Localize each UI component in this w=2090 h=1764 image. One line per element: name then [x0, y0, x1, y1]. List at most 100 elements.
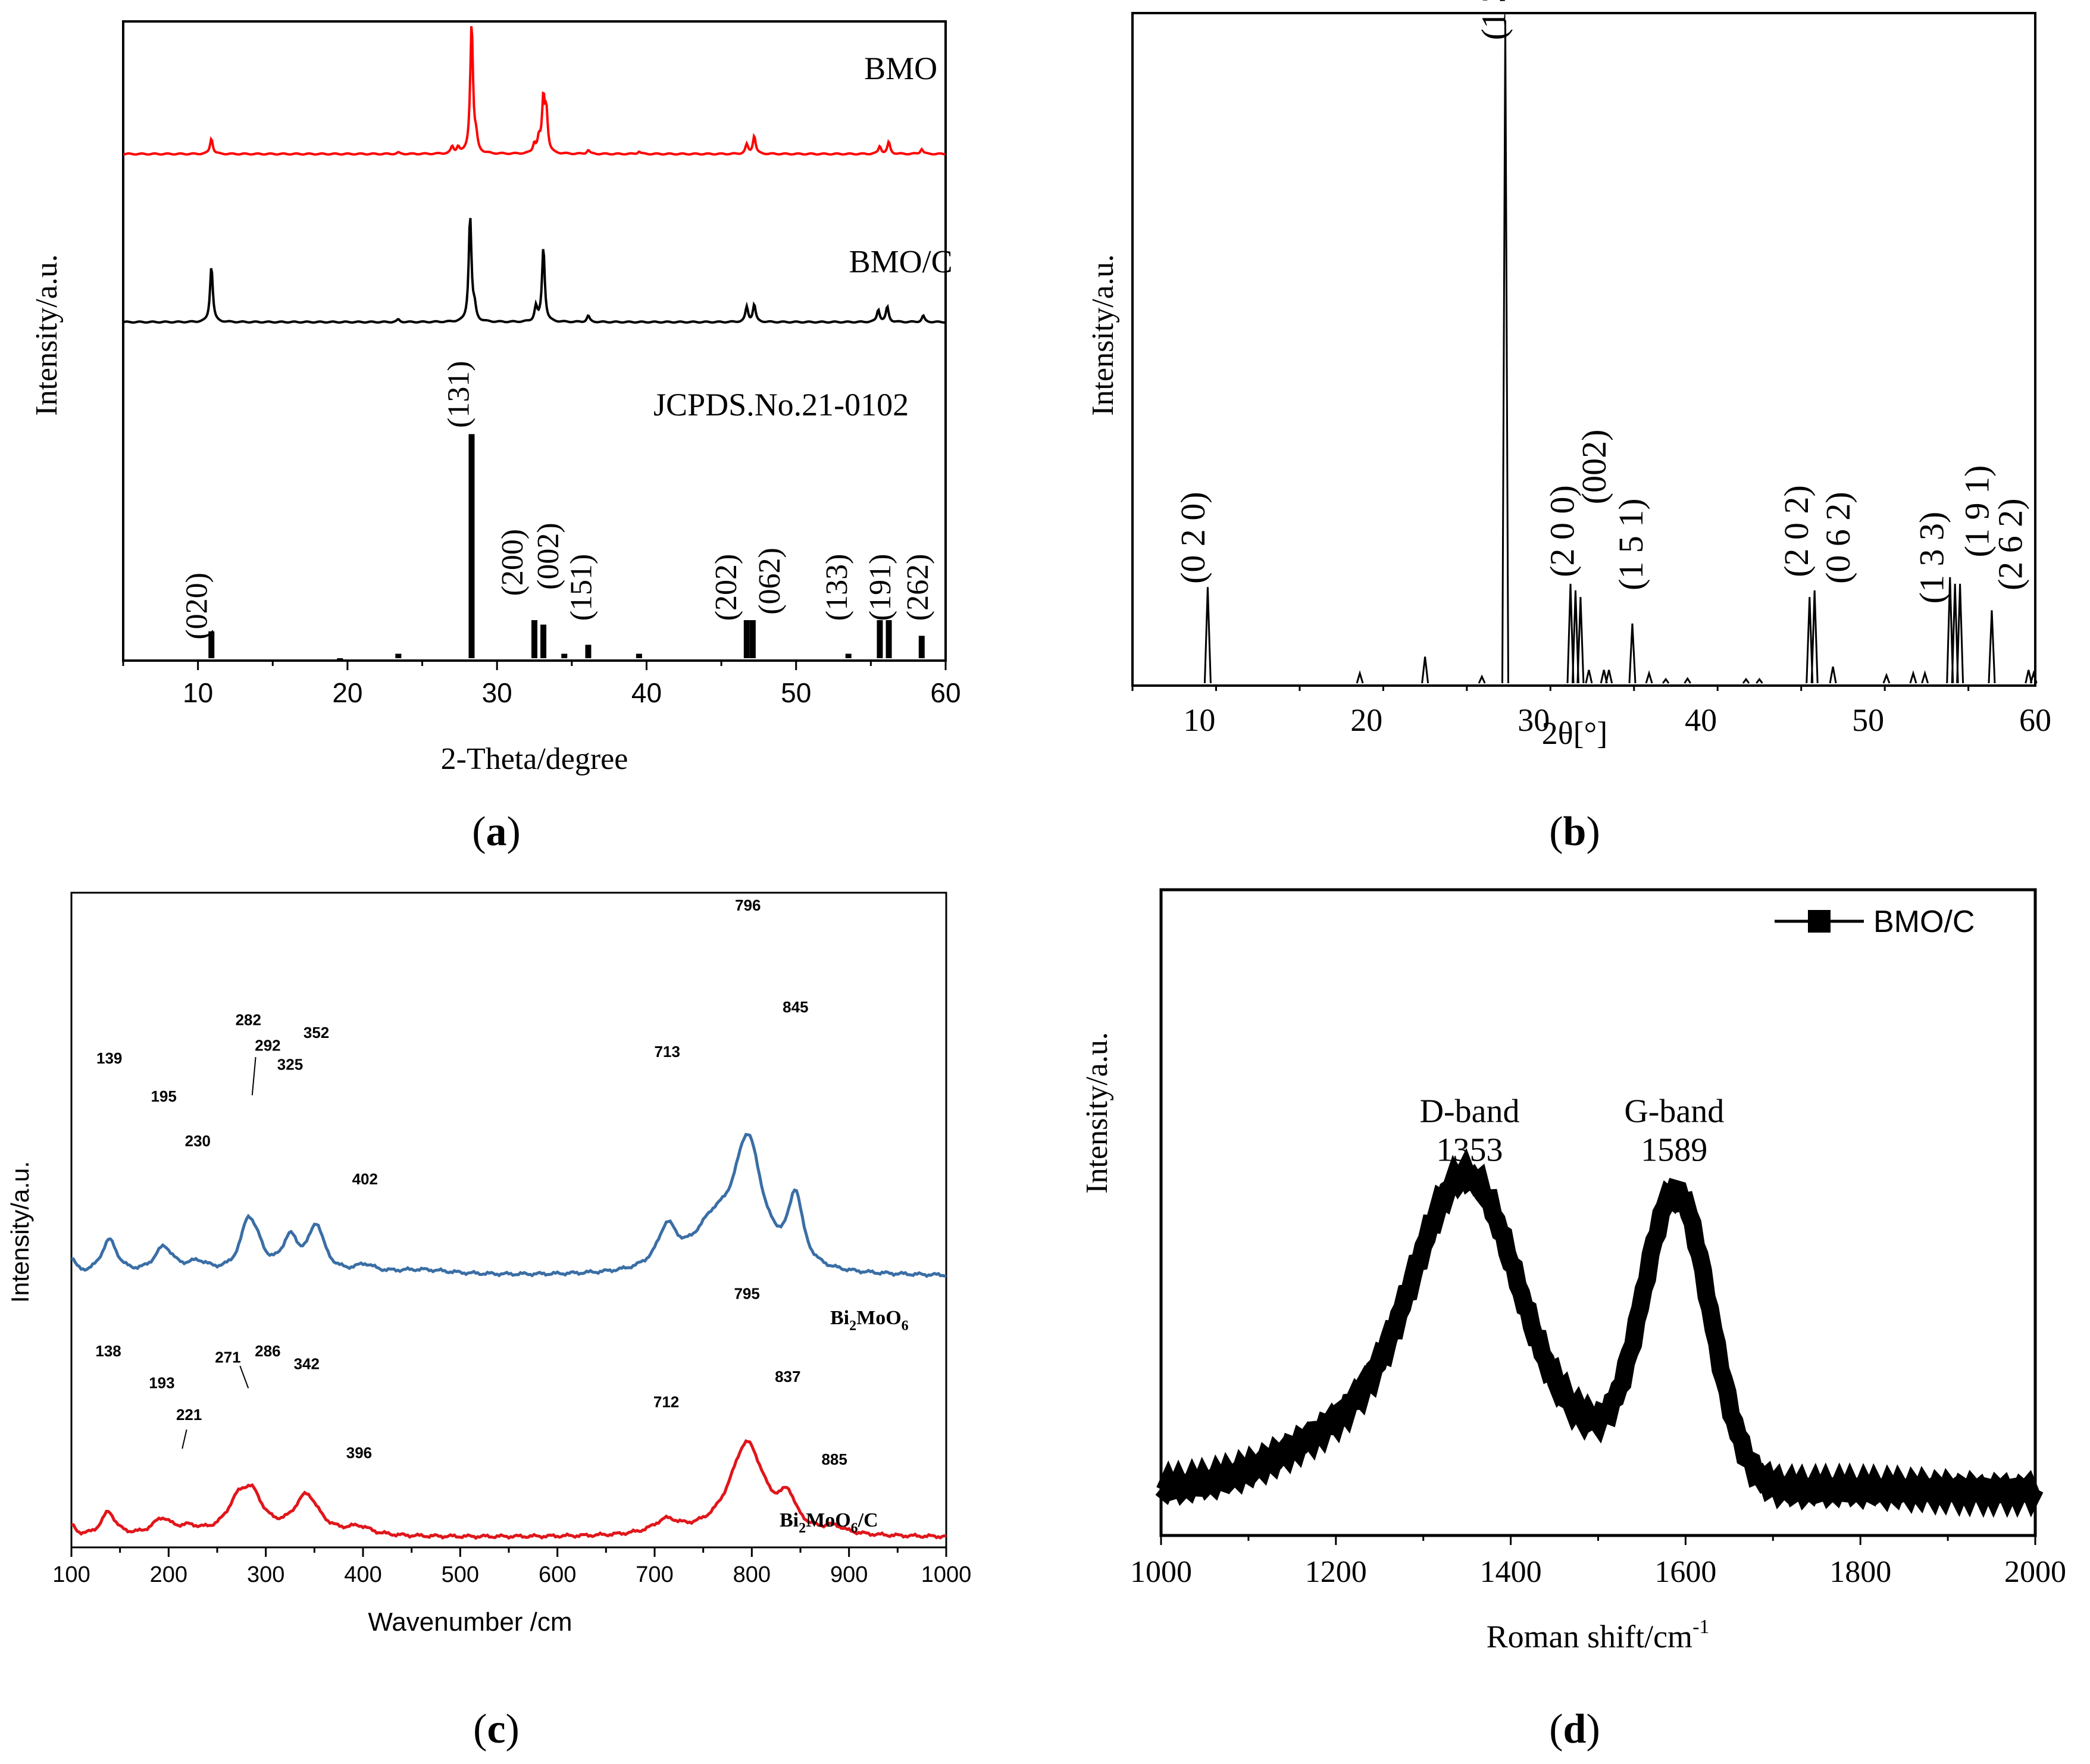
band-annotation: G-band	[1624, 1093, 1724, 1130]
annotation-leader	[251, 1057, 256, 1096]
reference-peak	[1356, 670, 1364, 684]
reference-peak	[1203, 587, 1212, 684]
hkl-annotation: (0 2 0)	[1174, 492, 1212, 584]
peak-annotation: 795	[734, 1285, 759, 1303]
peak-annotation: 712	[653, 1393, 679, 1411]
panel-c-plot-area: Bi2MoO6Bi2MoO6/C139195230282292325352402…	[71, 896, 947, 1540]
x-tick-label: 200	[150, 1562, 187, 1587]
reference-peak	[1566, 583, 1575, 684]
panel-b-plot-frame	[1131, 12, 2036, 687]
panel-d-x-axis: 1000 1200 1400 1600 1800 2000	[1130, 1535, 2066, 1589]
reference-peak	[1742, 677, 1750, 684]
x-tick-label: 1000	[921, 1562, 972, 1587]
series-label-part: 2	[849, 1318, 856, 1334]
raman-series-bi2moo6-c	[71, 1439, 946, 1540]
reference-line	[531, 620, 537, 658]
band-annotation: D-band	[1420, 1093, 1520, 1130]
panel-b-x-axis-label: 2θ[°]	[1542, 715, 1607, 751]
reference-peak	[1571, 590, 1579, 684]
annotation-leader	[239, 1365, 249, 1388]
peak-annotation: 713	[655, 1043, 680, 1061]
panel-a-x-axis: 10 20 30 40 50 60	[122, 661, 961, 708]
reference-peak	[1988, 610, 1996, 684]
reference-line	[208, 631, 215, 658]
hkl-annotation: (1 5 1)	[1612, 498, 1650, 590]
panel-c-x-axis-label: Wavenumber /cm	[368, 1607, 572, 1637]
peak-annotation: 325	[277, 1056, 303, 1074]
x-tick-label: 50	[1852, 702, 1884, 738]
series-label: JCPDS.No.21-0102	[653, 387, 909, 423]
raman-series-bi2moo6	[71, 1133, 947, 1278]
panel-c-caption: (c)	[473, 1706, 520, 1752]
reference-line	[468, 434, 475, 658]
legend-square-marker	[1808, 910, 1831, 933]
annotation-leader	[182, 1429, 187, 1449]
x-tick-label: 40	[631, 677, 662, 708]
reference-peak	[1585, 670, 1593, 684]
peak-annotation: 195	[151, 1087, 176, 1105]
reference-peak	[1576, 597, 1585, 684]
reference-line	[918, 636, 925, 658]
reference-peak	[1951, 583, 1959, 684]
peak-annotation: 139	[96, 1049, 122, 1067]
series-line-bmo	[123, 26, 946, 156]
hkl-annotation: (062)	[753, 548, 787, 615]
panel-d-caption: (d)	[1549, 1706, 1600, 1752]
x-tick-label: 500	[442, 1562, 479, 1587]
panel-b-caption: (b)	[1549, 809, 1600, 855]
hkl-annotation: (002)	[1575, 430, 1613, 505]
series-label: Bi2MoO6	[830, 1307, 909, 1334]
x-tick-label: 900	[830, 1562, 868, 1587]
series-line-bmo-c	[123, 218, 946, 324]
x-tick-label: 30	[482, 677, 512, 708]
reference-peak	[1600, 670, 1608, 684]
panel-b-plot-area: (0 2 0) (1 3 1) (2 0 0)(002)(1 5 1) (2 0 2)…	[1174, 0, 2038, 684]
panel-a-plot-frame	[122, 20, 947, 662]
peak-annotation: 193	[149, 1374, 174, 1392]
x-tick-label: 1200	[1305, 1555, 1367, 1589]
hkl-annotation: (0 6 2)	[1819, 492, 1857, 584]
hkl-annotation: (191)	[863, 554, 897, 621]
hkl-annotation: (131)	[442, 361, 475, 428]
reference-peak	[1956, 583, 1964, 684]
x-tick-label: 20	[1350, 702, 1382, 738]
panel-a-xrd-comparison: 10 20 30 40 50 60 BMO BMO/C JCPDS.No.21-0102 (02…	[30, 20, 961, 855]
series-label-part: Bi	[830, 1307, 849, 1329]
reference-peak	[1829, 666, 1837, 684]
peak-annotation: 138	[95, 1342, 121, 1360]
peak-annotation: 292	[255, 1036, 280, 1054]
peak-annotation: 396	[346, 1444, 372, 1462]
series-label-part: MoO	[806, 1509, 851, 1531]
reference-line	[886, 620, 892, 658]
hkl-annotation: (202)	[709, 554, 743, 621]
peak-annotation: 221	[176, 1406, 202, 1424]
panel-d-legend: BMO/C	[1775, 905, 1975, 939]
hkl-annotation: (262)	[901, 554, 935, 621]
reference-line	[743, 620, 750, 658]
peak-annotation: 352	[304, 1024, 329, 1041]
hkl-annotation: (151)	[564, 554, 598, 621]
raman-series-bmo-c	[1155, 1148, 2044, 1518]
legend-label: BMO/C	[1873, 905, 1975, 939]
peak-annotation: 796	[735, 896, 761, 914]
x-tick-label: 400	[344, 1562, 381, 1587]
x-tick-label: 60	[930, 677, 960, 708]
reference-line	[395, 653, 402, 658]
x-tick-label: 50	[781, 677, 811, 708]
reference-peak	[1882, 673, 1891, 684]
reference-peak	[2025, 670, 2033, 684]
panel-b-y-axis-label: Intensity/a.u.	[1086, 254, 1120, 416]
x-tick-label: 100	[52, 1562, 90, 1587]
hkl-annotation: (2 0 0)	[1543, 485, 1582, 577]
hkl-annotation: (1 9 1)	[1957, 465, 1996, 558]
reference-peak	[1605, 670, 1613, 684]
reference-peak	[1645, 670, 1653, 684]
hkl-annotation: (2 6 2)	[1991, 498, 2030, 590]
x-tick-label: 800	[733, 1562, 771, 1587]
peak-annotation: 286	[255, 1342, 280, 1360]
peak-annotation: 230	[185, 1132, 211, 1150]
reference-peak	[1921, 670, 1929, 684]
hkl-annotation: (133)	[820, 554, 854, 621]
x-tick-label: 20	[332, 677, 362, 708]
reference-line	[749, 620, 756, 658]
